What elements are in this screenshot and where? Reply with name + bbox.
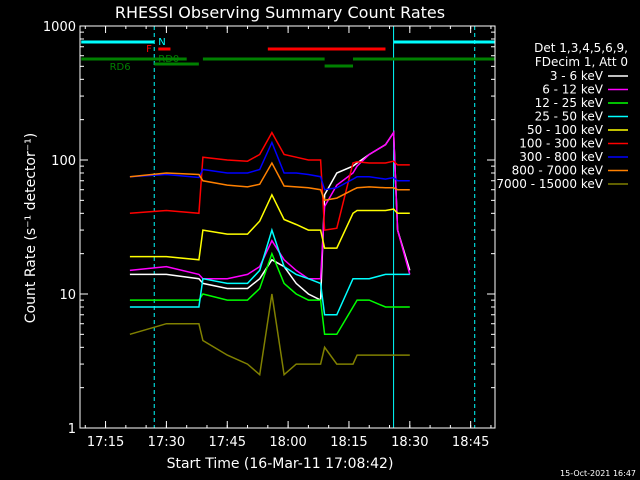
x-tick-label: 18:30 bbox=[391, 435, 428, 450]
flare-flag-label: F bbox=[146, 44, 152, 55]
legend-header-2: FDecim 1, Att 0 bbox=[535, 55, 628, 69]
legend-label: 800 - 7000 keV bbox=[512, 164, 604, 178]
legend-label: 25 - 50 keV bbox=[535, 110, 604, 124]
plot-frame bbox=[79, 25, 496, 429]
legend-label: 6 - 12 keV bbox=[542, 83, 604, 97]
series-line-7 bbox=[129, 161, 410, 202]
axes: 17:15 17:30 17:45 18:00 18:15 18:30 18:45 1 10 10… bbox=[43, 20, 496, 450]
series-line-0 bbox=[129, 130, 411, 302]
legend-label: 50 - 100 keV bbox=[527, 123, 604, 137]
legend-header-1: Det 1,3,4,5,6,9, bbox=[534, 41, 628, 55]
y-tick-label: 1000 bbox=[43, 20, 76, 35]
series-line-8 bbox=[129, 293, 410, 377]
x-tick-label: 17:15 bbox=[87, 435, 124, 450]
x-axis-label: Start Time (16-Mar-11 17:08:42) bbox=[167, 456, 394, 472]
y-axis-label: Count Rate (s⁻¹ detector⁻¹) bbox=[23, 133, 39, 323]
series-line-6 bbox=[129, 140, 410, 191]
series-line-4 bbox=[129, 193, 410, 261]
series-line-5 bbox=[129, 131, 410, 231]
legend-label: 3 - 6 keV bbox=[550, 69, 604, 83]
series-lines bbox=[129, 130, 411, 377]
instrument-flags: NF RD0 RD6 bbox=[81, 26, 495, 428]
y-tick-label: 10 bbox=[59, 288, 76, 303]
series-line-2 bbox=[129, 251, 410, 336]
x-tick-label: 18:45 bbox=[452, 435, 489, 450]
legend: Det 1,3,4,5,6,9, FDecim 1, Att 0 3 - 6 k… bbox=[496, 41, 628, 191]
x-tick-label: 17:45 bbox=[209, 435, 246, 450]
rd6-flag-label: RD6 bbox=[110, 62, 131, 73]
chart-title: RHESSI Observing Summary Count Rates bbox=[115, 3, 445, 22]
footer-timestamp: 15-Oct-2021 16:47 bbox=[560, 469, 636, 478]
y-tick-label: 100 bbox=[51, 154, 76, 169]
legend-label: 300 - 800 keV bbox=[519, 150, 603, 164]
y-tick-label: 1 bbox=[68, 422, 76, 437]
legend-label: 12 - 25 keV bbox=[535, 96, 604, 110]
series-line-3 bbox=[129, 227, 410, 316]
rd0-flag-label: RD0 bbox=[158, 54, 179, 65]
legend-label: 100 - 300 keV bbox=[519, 137, 603, 151]
x-tick-label: 18:00 bbox=[269, 435, 306, 450]
night-flag-label: N bbox=[158, 37, 165, 48]
legend-label: 7000 - 15000 keV bbox=[496, 177, 603, 191]
x-tick-label: 18:15 bbox=[330, 435, 367, 450]
x-tick-label: 17:30 bbox=[148, 435, 185, 450]
